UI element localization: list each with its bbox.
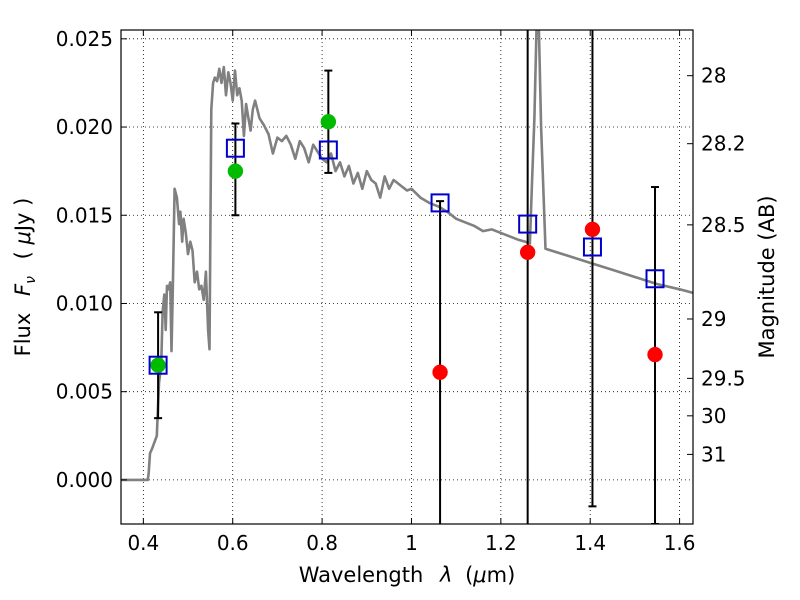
x-tick-label: 1.2	[485, 531, 517, 555]
y-tick-label: 0.025	[56, 27, 113, 51]
y-tick-label: 0.005	[56, 380, 113, 404]
y-tick-label: 0.020	[56, 115, 113, 139]
y2-tick-label: 30	[701, 404, 726, 428]
ticks: 0.4 0.6 0.8 1 1.2 1.4 1.6 0.000 0.005 0.010 0.015 0…	[56, 27, 746, 555]
red-point	[584, 221, 601, 238]
x-axis-label-symbol: λ	[439, 563, 452, 587]
red-point	[647, 346, 663, 363]
y-tick-label: 0.015	[56, 203, 113, 227]
x-tick-label: 0.4	[127, 531, 159, 555]
y-tick-label: 0.000	[56, 468, 113, 492]
green-point	[320, 113, 337, 130]
red-point	[432, 364, 448, 381]
x-axis-label-unit-mu: μ	[472, 563, 486, 587]
y2-tick-label: 28.5	[701, 213, 746, 237]
model-square-marker	[318, 140, 338, 160]
y2-tick-label: 29.5	[701, 366, 746, 390]
y-axis-label-unit-rest: Jy )	[11, 198, 35, 234]
y-axis-label-symbol: F	[11, 283, 35, 296]
y2-tick-label: 28	[701, 64, 726, 88]
x-tick-label: 1.6	[664, 531, 696, 555]
y2-tick-label: 28.2	[701, 132, 746, 156]
red-point	[519, 244, 536, 261]
plot-frame	[120, 29, 694, 525]
gridlines	[121, 30, 693, 524]
x-axis-label-text: Wavelength	[299, 563, 424, 587]
y-axis-label-text: Flux	[11, 313, 35, 357]
model-square-marker	[148, 355, 168, 375]
y-tick-label: 0.010	[56, 291, 113, 315]
x-tick-label: 1.4	[574, 531, 606, 555]
y2-tick-label: 31	[701, 442, 726, 466]
x-axis-label: Wavelength λ (μm)	[299, 563, 516, 587]
x-axis-label-unit-open: (	[465, 563, 473, 587]
green-point	[227, 163, 244, 179]
model-square-marker	[518, 214, 538, 234]
y-axis-label-unit-mu: μ	[11, 231, 35, 245]
y-axis-label: Flux Fν ( μJy )	[11, 198, 40, 357]
x-tick-label: 0.8	[306, 531, 338, 555]
green-point	[150, 357, 166, 373]
model-square-marker	[225, 138, 245, 158]
model-square-marker	[645, 269, 665, 289]
model-square-marker	[430, 193, 450, 213]
y2-axis-label: Magnitude (AB)	[755, 195, 779, 358]
sed-template-line	[121, 30, 693, 482]
x-axis-label-unit-rest: m)	[487, 563, 516, 587]
model-square-marker	[582, 237, 602, 257]
y2-tick-label: 29	[701, 307, 726, 331]
x-tick-label: 0.6	[217, 531, 249, 555]
x-tick-label: 1	[405, 531, 418, 555]
y-axis-label-sub: ν	[23, 276, 39, 284]
y-axis-label-unit-open: (	[11, 251, 35, 259]
series-layer	[121, 30, 693, 524]
